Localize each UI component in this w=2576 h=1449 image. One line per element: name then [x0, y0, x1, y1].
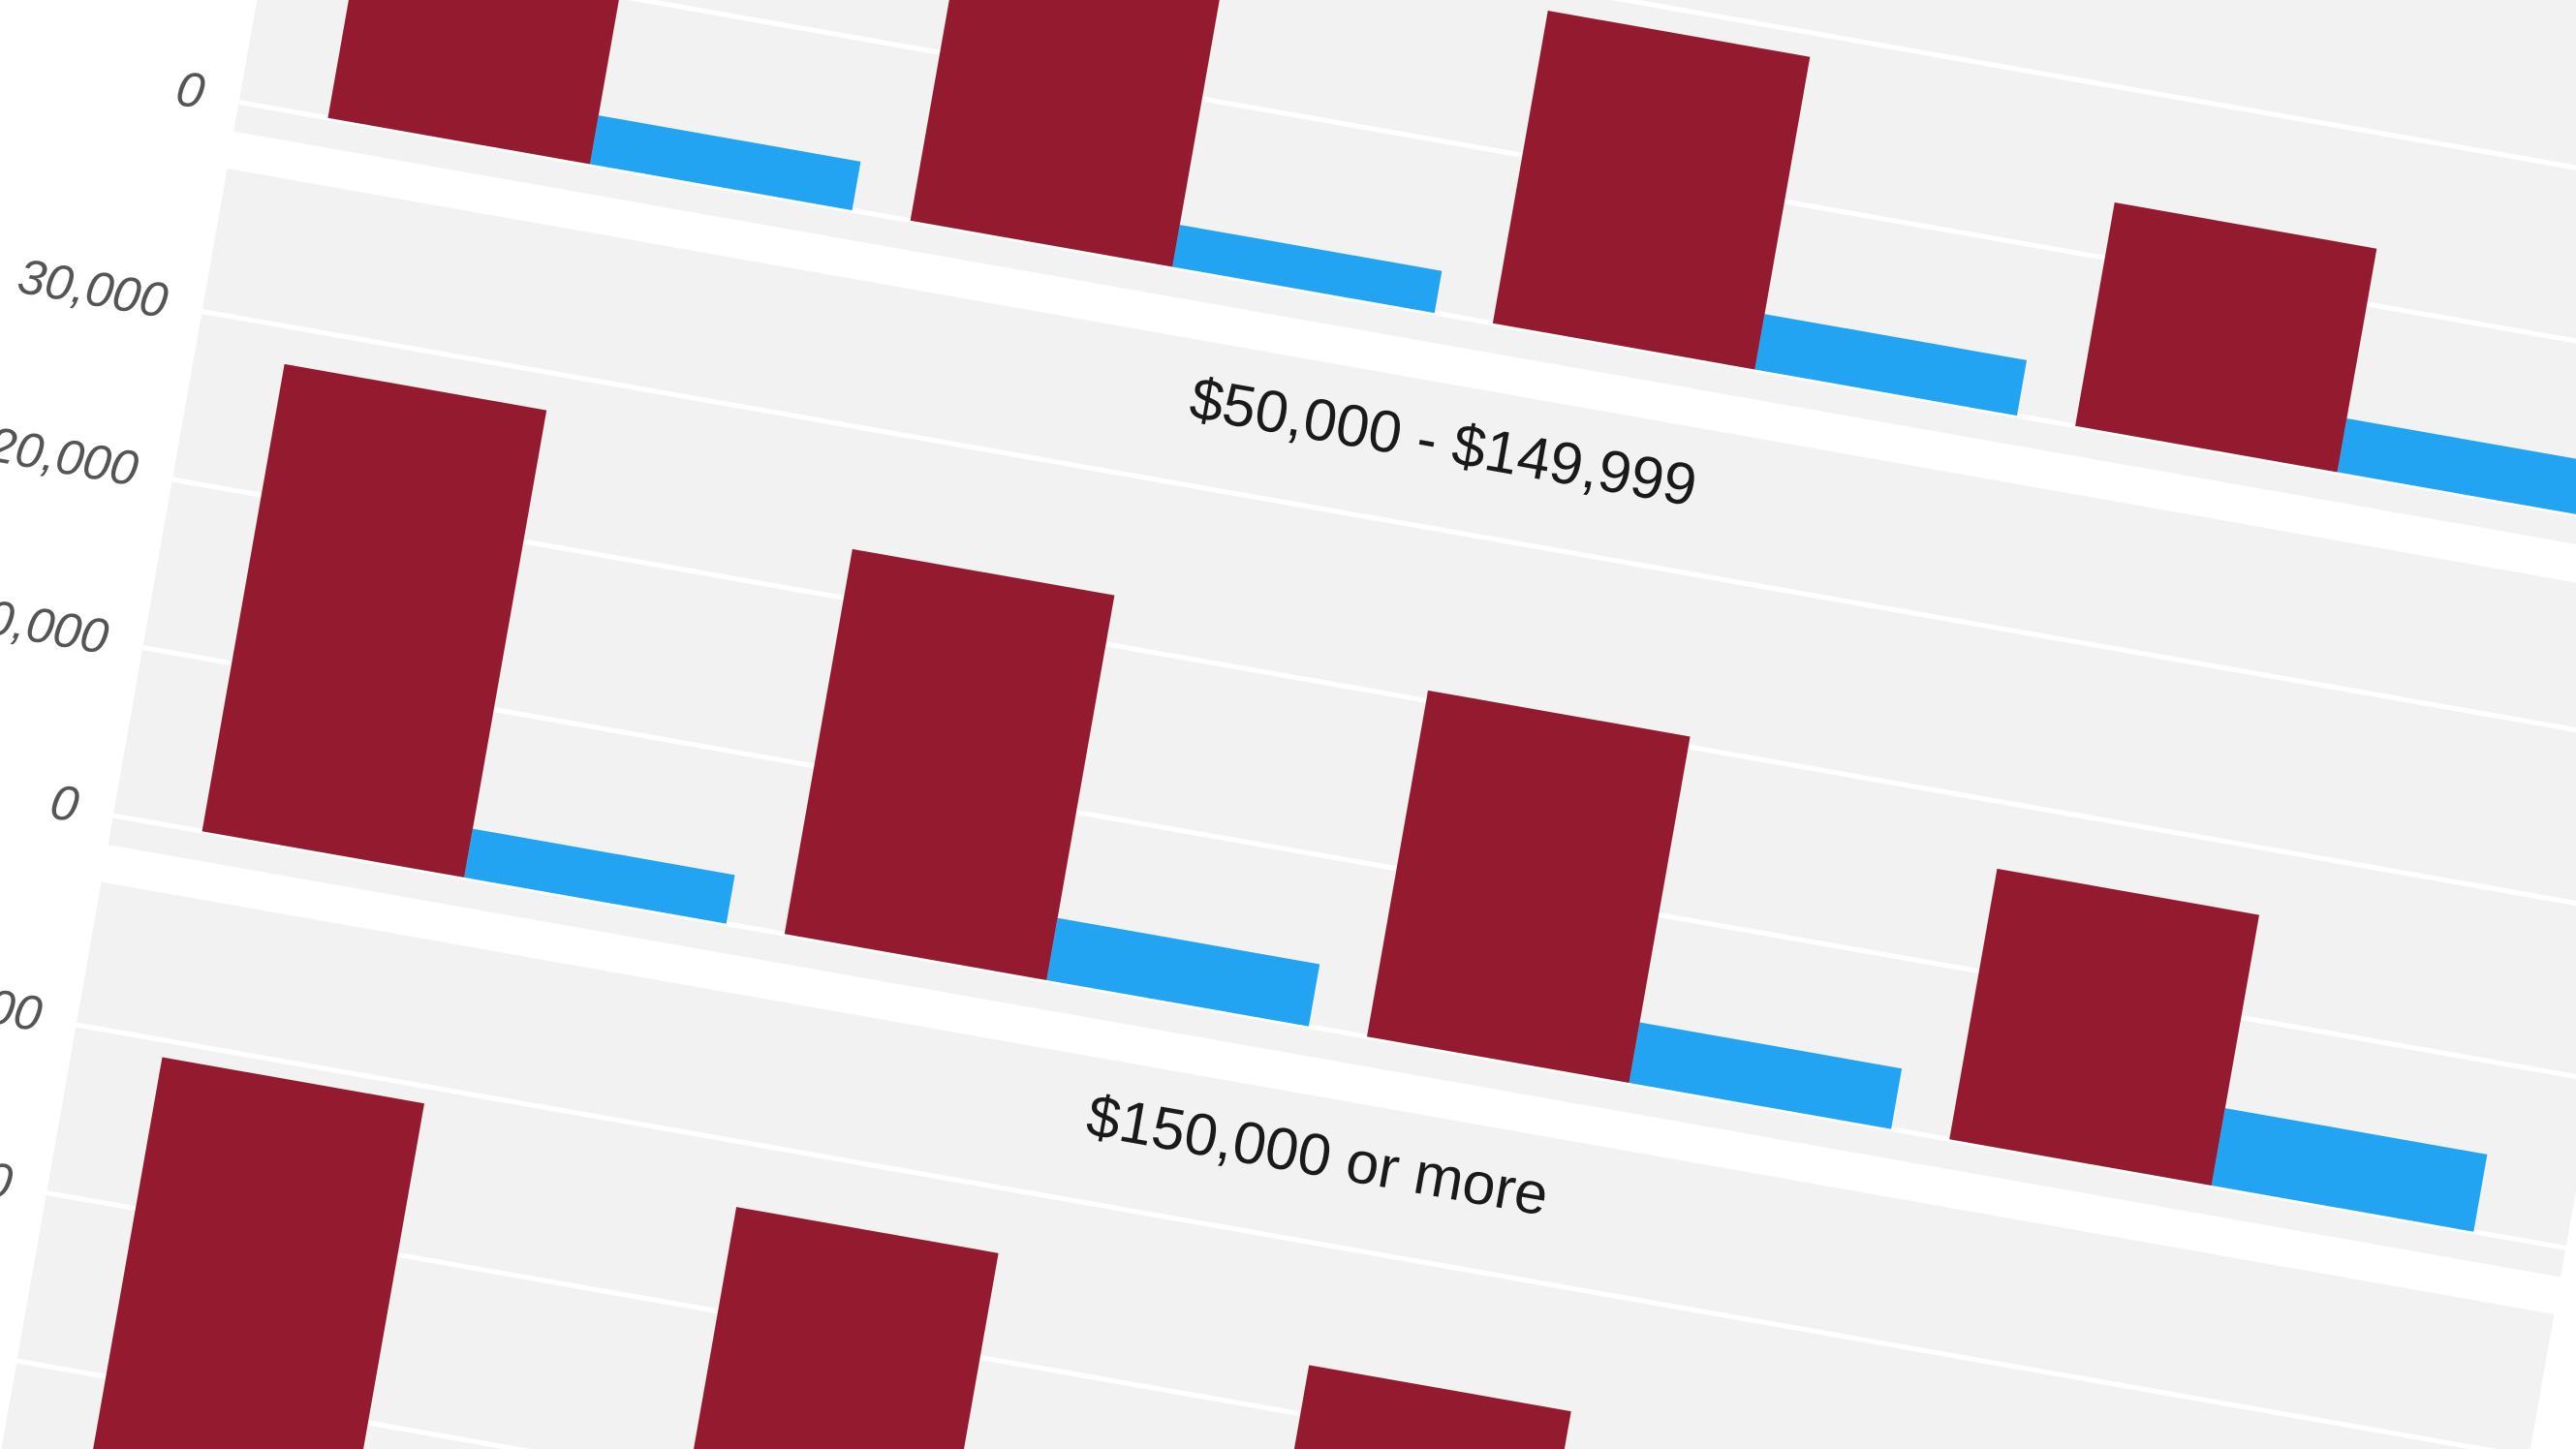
- bar: [910, 0, 1235, 267]
- grid-line: [46, 1189, 2500, 1449]
- bar: [1367, 690, 1691, 1083]
- y-tick-label: 30,000: [0, 961, 47, 1041]
- grid-line: [76, 1022, 2529, 1449]
- y-tick-label: 0: [172, 60, 209, 119]
- grid-line: [112, 813, 2566, 1250]
- bar: [2211, 1108, 2488, 1232]
- bar: [327, 0, 665, 165]
- y-tick-label: 20,000: [0, 1129, 16, 1210]
- y-tick-label: 20,000: [0, 416, 142, 496]
- bar: [76, 1057, 424, 1449]
- bar: [1629, 1022, 1903, 1129]
- y-tick-label: 30,000: [14, 248, 171, 328]
- grid-line: [297, 0, 2576, 201]
- bar: [1754, 314, 2028, 416]
- bar: [1172, 225, 1443, 314]
- grid-line: [202, 308, 2576, 747]
- bar: [202, 363, 547, 878]
- bar: [1949, 868, 2260, 1186]
- bar: [658, 1207, 999, 1449]
- grid-line: [16, 1358, 2470, 1449]
- bar: [784, 548, 1115, 980]
- y-tick-label: 10,000: [0, 584, 112, 664]
- bar: [2075, 202, 2377, 473]
- bar: [1492, 11, 1811, 370]
- panel-background: [0, 881, 2555, 1449]
- grid-line: [171, 477, 2576, 914]
- bar: [1046, 917, 1320, 1027]
- bar: [589, 115, 861, 211]
- bar: [464, 828, 735, 924]
- y-tick-label: 0: [47, 774, 83, 833]
- bar: [2337, 417, 2576, 519]
